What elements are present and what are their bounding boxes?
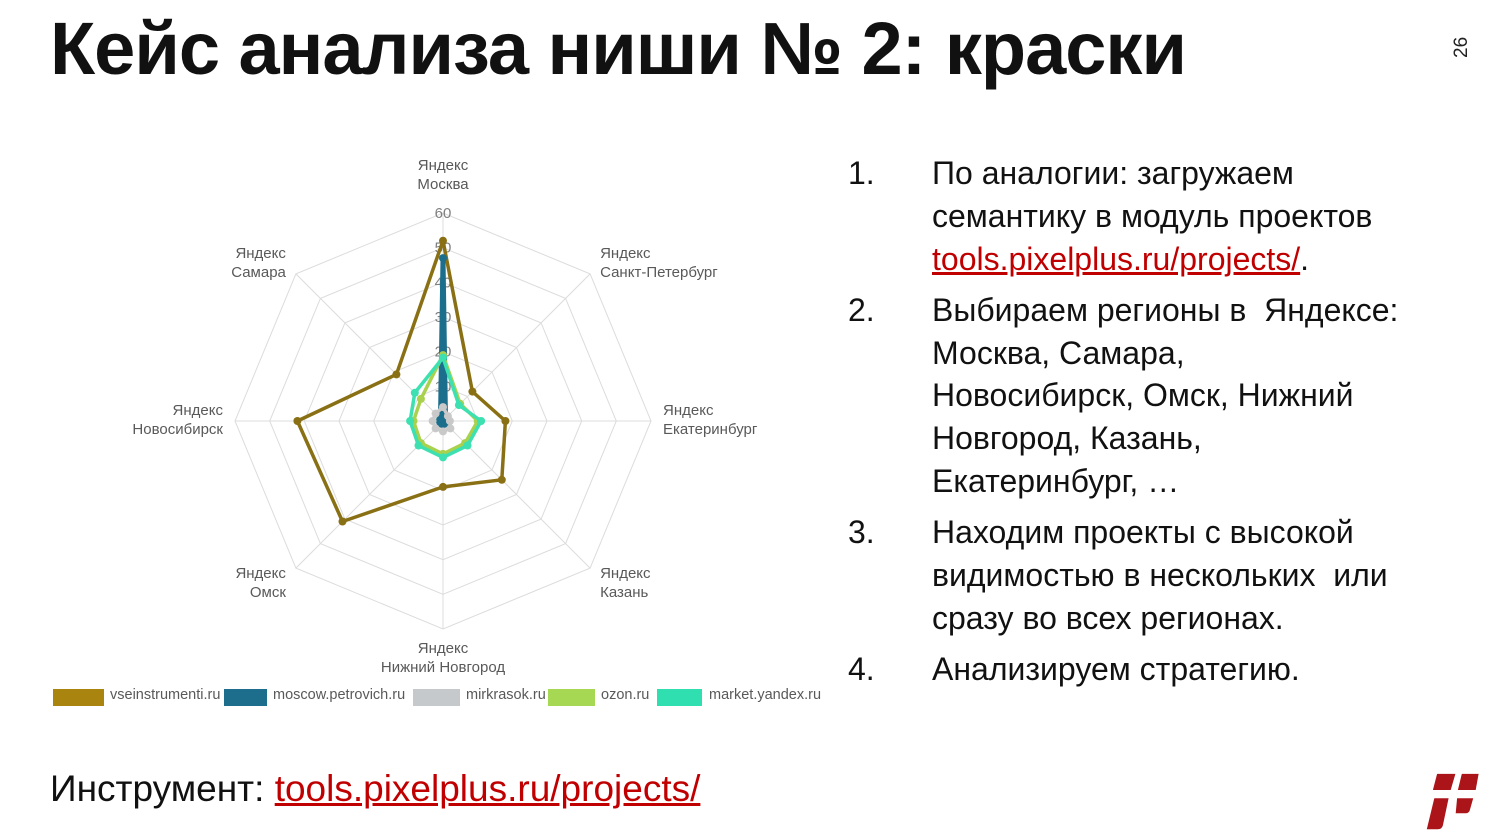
svg-text:60: 60 — [435, 205, 452, 222]
